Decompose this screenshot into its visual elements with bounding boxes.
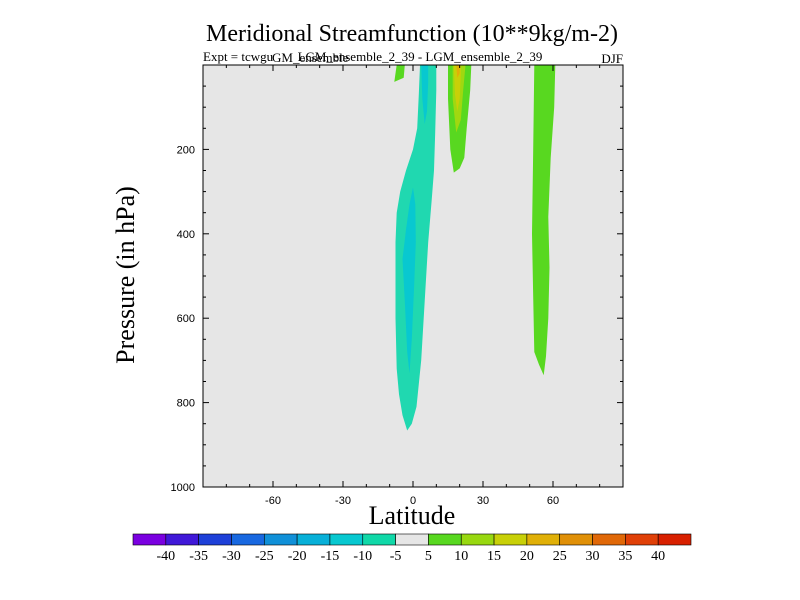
colorbar-label: -20 (288, 549, 307, 564)
colorbar-swatch (526, 533, 561, 546)
y-tick-label: 800 (177, 398, 195, 410)
colorbar-label: 35 (618, 549, 632, 564)
colorbar-label: 5 (425, 549, 432, 564)
plot-area: -60 -30 0 30 60 200 400 600 800 1000 (171, 64, 624, 507)
colorbar-swatch (493, 533, 528, 546)
x-tick-label: 0 (410, 495, 416, 507)
contour-pos-nh-peak (456, 65, 460, 78)
colorbar-swatch (296, 533, 331, 546)
x-tick-label: 60 (547, 495, 559, 507)
colorbar-label: -40 (156, 549, 175, 564)
x-tick-label: -30 (335, 495, 351, 507)
colorbar-label: -5 (390, 549, 402, 564)
colorbar-swatch (362, 533, 396, 546)
contour-neg-outer (395, 65, 437, 431)
colorbar-label: -25 (255, 549, 274, 564)
subtitle-season: DJF (601, 51, 623, 66)
colorbar-swatch (592, 533, 626, 546)
colorbar-label: 15 (487, 549, 501, 564)
colorbar-swatch (395, 533, 429, 546)
colorbar-swatch (132, 533, 167, 546)
colorbar-label: 20 (520, 549, 534, 564)
y-tick-label: 400 (177, 229, 195, 241)
colorbar-swatch (198, 533, 232, 546)
contour-neg-core-upper (421, 65, 429, 125)
colorbar-label: -15 (321, 549, 340, 564)
subtitle-overlap: GM_ensemble (272, 50, 349, 65)
colorbar-swatch (657, 533, 692, 546)
colorbar-label: 10 (454, 549, 468, 564)
y-tick-label: 600 (177, 313, 195, 325)
y-tick-label: 200 (177, 144, 195, 156)
colorbar-label: 30 (586, 549, 600, 564)
colorbar-swatch (329, 533, 364, 546)
x-tick-label: -60 (265, 495, 281, 507)
colorbar-swatch (559, 533, 593, 546)
colorbar-swatch (263, 533, 298, 546)
y-tick-label: 1000 (171, 482, 195, 494)
contour-pos-nh-core (453, 65, 461, 112)
colorbar-swatch (165, 533, 199, 546)
colorbar-label: -30 (222, 549, 241, 564)
subtitle-expt: Expt = tcwgu (203, 49, 274, 64)
chart-title: Meridional Streamfunction (10**9kg/m-2) (206, 21, 618, 47)
contour-pos-sh (394, 65, 405, 82)
colorbar-label: -35 (189, 549, 208, 564)
x-tick-label: 30 (477, 495, 489, 507)
colorbar-swatch (231, 533, 265, 546)
colorbar: -40 -35 -30 -25 -20 -15 -10 -5 5 10 15 20 25 30 35 40 (132, 533, 692, 564)
colorbar-label: 40 (651, 549, 665, 564)
contour-neg-core-mid (402, 187, 416, 374)
contour-group (394, 65, 556, 431)
subtitle-experiment-diff: LGM_ensemble_2_39 - LGM_ensemble_2_39 (298, 49, 543, 64)
colorbar-label: -10 (353, 549, 372, 564)
y-axis-label: Pressure (in hPa) (111, 186, 140, 364)
colorbar-swatch (428, 533, 462, 546)
colorbar-label: 25 (553, 549, 567, 564)
contour-pos-60n (532, 65, 556, 376)
colorbar-swatch (625, 533, 659, 546)
x-axis-label: Latitude (369, 501, 456, 530)
colorbar-swatch (460, 533, 495, 546)
